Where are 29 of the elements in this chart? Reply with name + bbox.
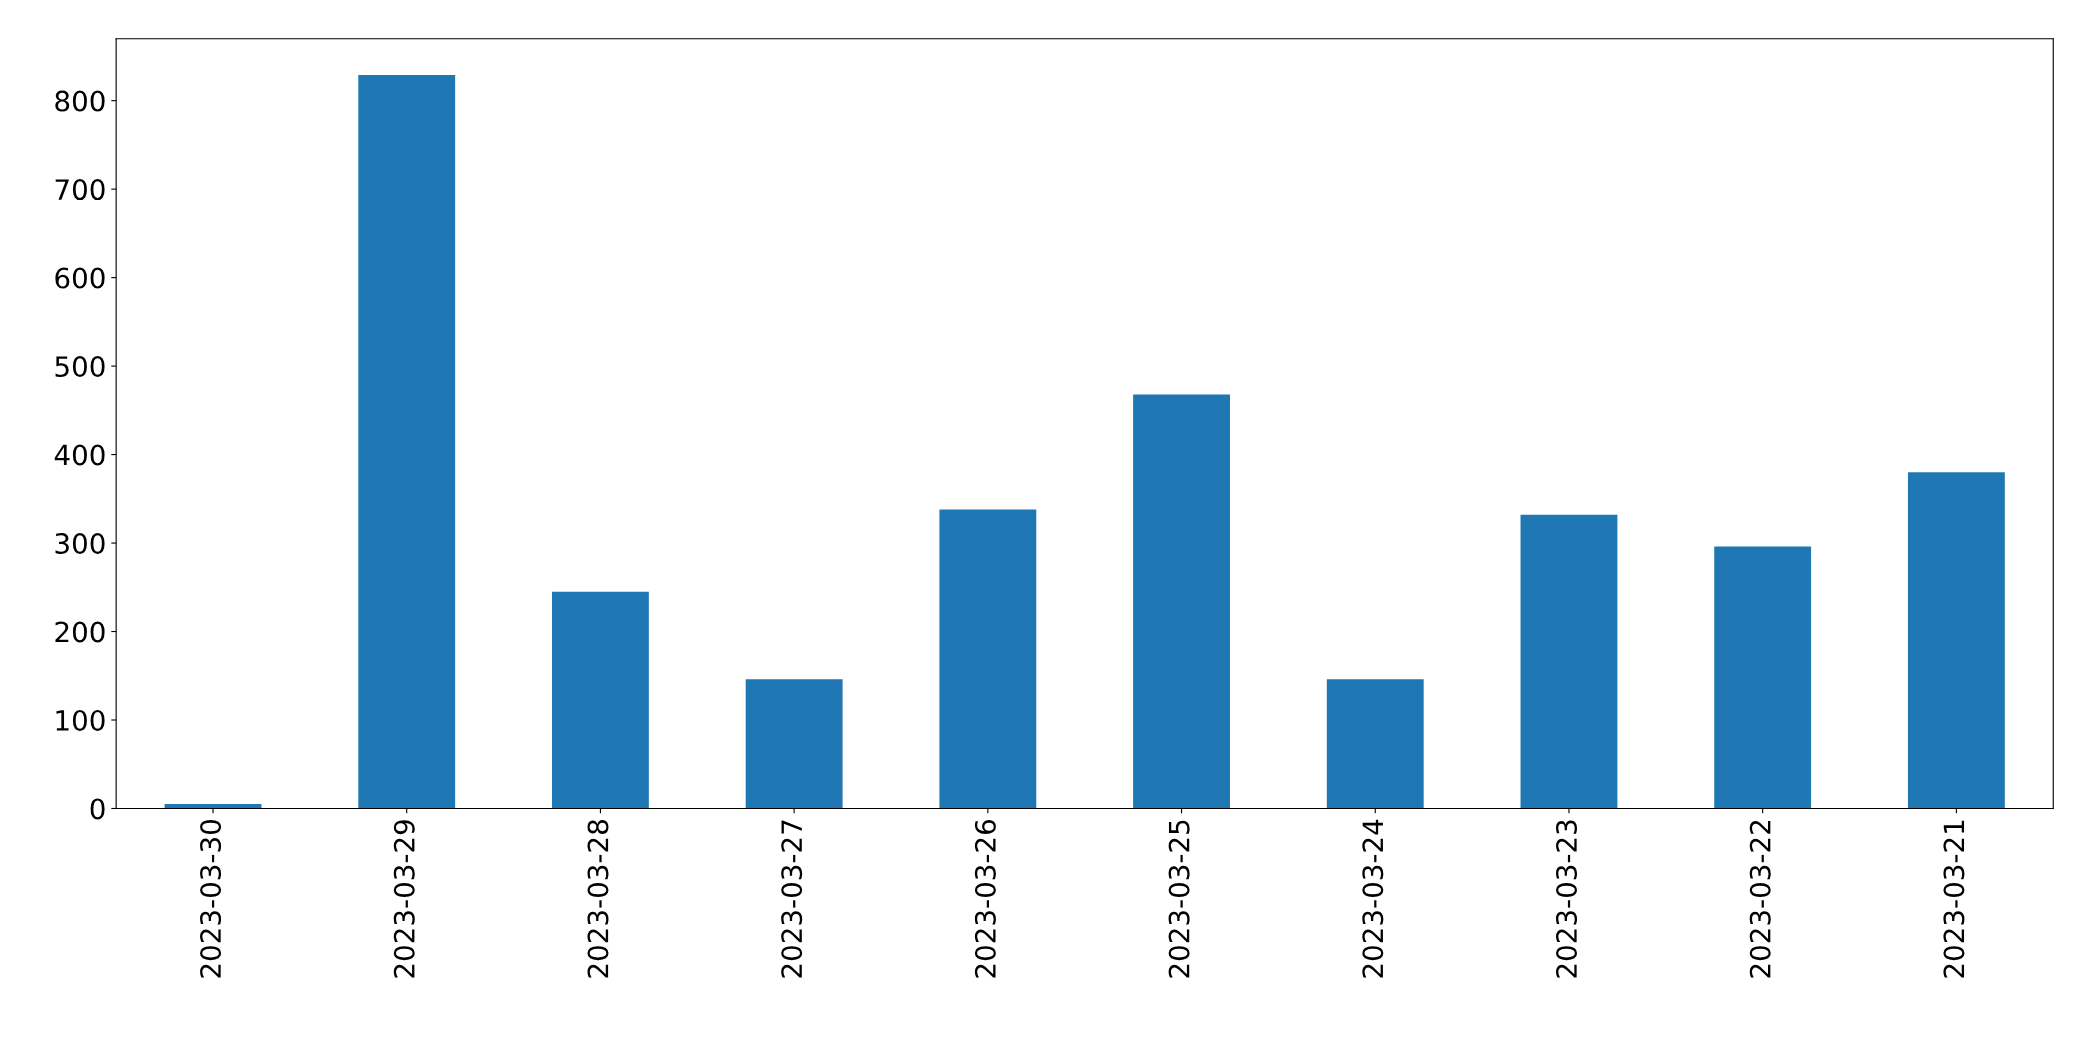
y-tick-label: 300 (55, 532, 105, 554)
y-tick-label: 200 (55, 621, 105, 643)
bar (1133, 394, 1230, 809)
y-tick-label: 0 (90, 798, 105, 820)
bar (164, 804, 262, 809)
bar (358, 75, 456, 809)
x-tick-label: 2023-03-25 (1168, 820, 1190, 978)
x-tick-label: 2023-03-29 (393, 820, 415, 978)
x-tick-label: 2023-03-26 (974, 819, 996, 978)
y-tick-label: 400 (54, 444, 105, 466)
bar (1714, 546, 1812, 809)
bar (939, 509, 1037, 809)
bar (552, 591, 649, 809)
x-tick-label: 2023-03-28 (587, 820, 609, 978)
y-tick-label: 800 (55, 90, 105, 112)
bar (745, 679, 843, 809)
bar (1326, 679, 1424, 809)
bar (1520, 514, 1618, 809)
bar (1907, 472, 2005, 809)
x-tick-label: 2023-03-22 (1749, 820, 1771, 978)
x-tick-label: 2023-03-24 (1362, 819, 1384, 978)
x-tick-label: 2023-03-27 (781, 820, 803, 978)
y-tick-label: 500 (55, 356, 105, 378)
y-tick-label: 100 (56, 709, 105, 731)
x-tick-label: 2023-03-21 (1943, 820, 1965, 978)
x-tick-label: 2023-03-23 (1556, 820, 1578, 978)
y-tick-label: 600 (55, 267, 105, 289)
x-tick-label: 2023-03-30 (200, 820, 222, 978)
y-tick-label: 700 (55, 179, 105, 201)
